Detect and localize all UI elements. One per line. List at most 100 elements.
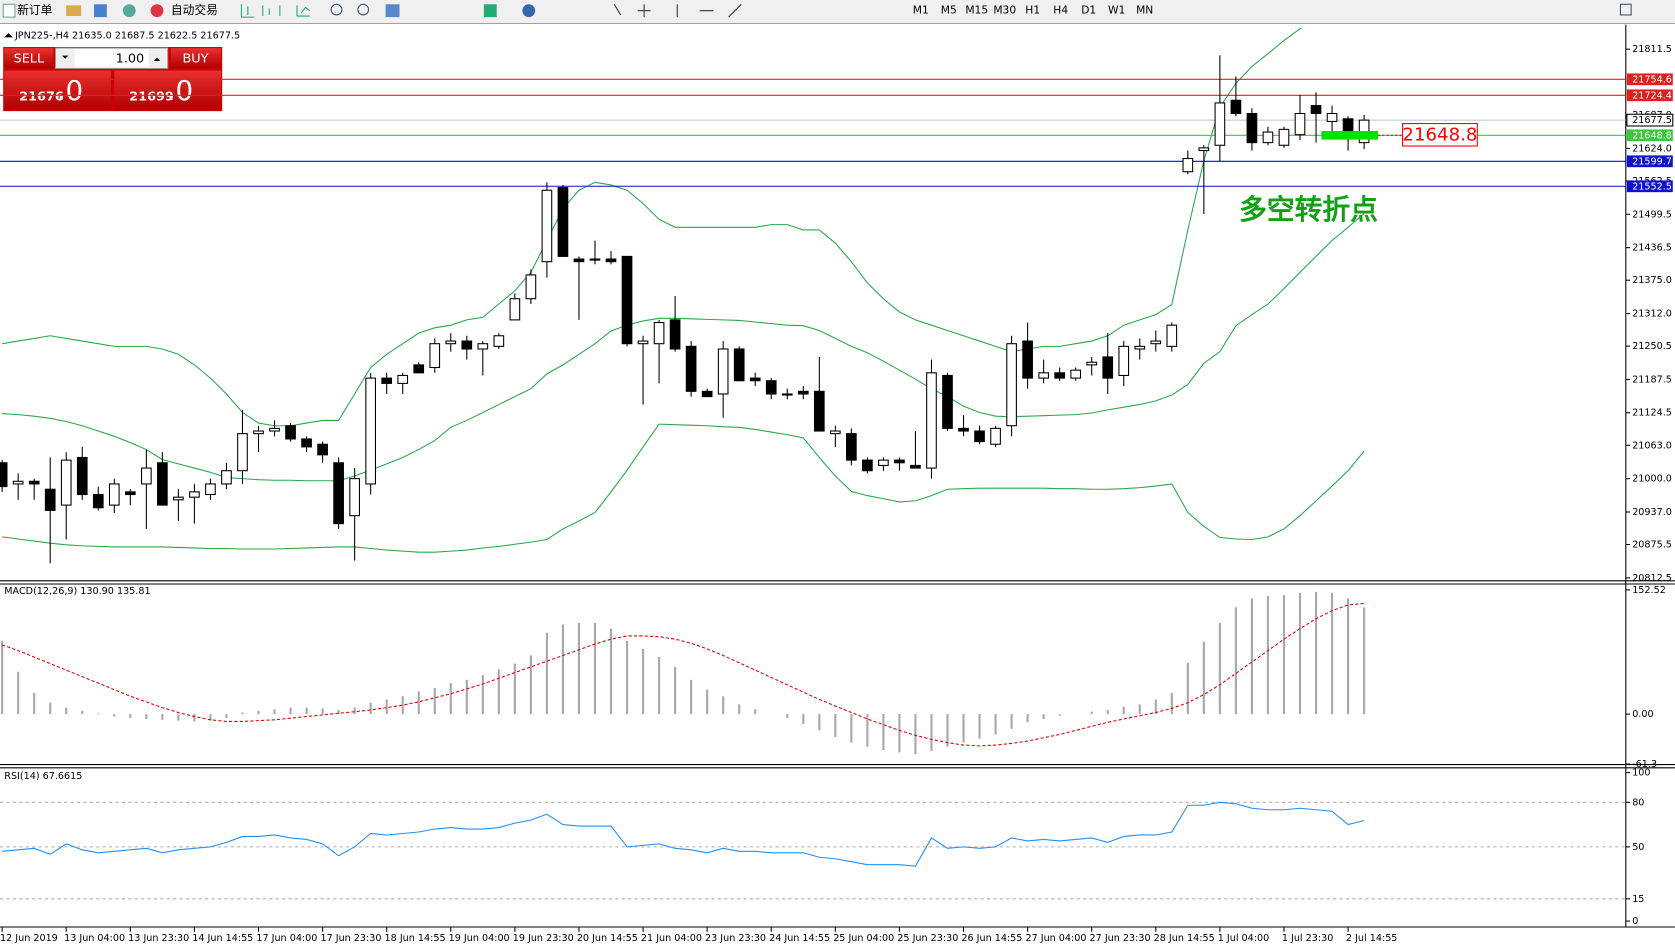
candle-body — [301, 438, 312, 448]
candle-body — [958, 427, 969, 432]
icon[interactable] — [122, 4, 136, 18]
candle-body — [461, 340, 473, 350]
candle-body — [1038, 372, 1049, 379]
candle-body — [765, 380, 777, 395]
lot-down[interactable] — [56, 49, 75, 68]
candle-body — [525, 274, 537, 300]
icon[interactable] — [613, 3, 742, 18]
buy-button[interactable] — [170, 48, 222, 69]
ask-box[interactable] — [114, 70, 222, 111]
x-tick-label: 21 Jun 04:00 — [641, 933, 702, 944]
icon[interactable] — [522, 4, 536, 18]
candle-body — [205, 483, 216, 496]
icon[interactable] — [240, 4, 311, 18]
level-label: 21648.8 — [1632, 130, 1672, 141]
candle-body — [1262, 131, 1274, 144]
candle-body — [0, 462, 8, 488]
timeframe[interactable]: M30 — [993, 4, 1016, 17]
icon[interactable] — [330, 3, 343, 16]
candle-body — [1054, 372, 1065, 379]
icon[interactable] — [357, 3, 370, 16]
candle-body — [509, 298, 521, 321]
candle-body — [733, 348, 745, 382]
icon[interactable] — [94, 4, 107, 18]
sell-label[interactable]: SELL — [14, 51, 45, 66]
icon[interactable] — [150, 4, 164, 18]
lot-up[interactable] — [148, 49, 167, 68]
level-label-bg — [1626, 89, 1673, 102]
candle-body — [12, 480, 24, 485]
icon[interactable] — [385, 4, 400, 18]
timeframe[interactable]: D1 — [1081, 4, 1096, 17]
x-tick-label: 14 Jun 14:55 — [192, 933, 253, 944]
arrow — [153, 57, 161, 61]
timeframe[interactable]: W1 — [1108, 4, 1125, 17]
candle-body — [878, 459, 889, 466]
candle-body — [60, 459, 72, 506]
candle-body — [1086, 361, 1098, 366]
bollinger-lower — [2, 423, 1365, 553]
bid-box[interactable] — [4, 70, 112, 111]
candle-body — [237, 433, 248, 472]
sell-button[interactable] — [4, 48, 54, 69]
level-label: 21724.4 — [1632, 90, 1672, 101]
collapse[interactable] — [4, 33, 13, 38]
y-tick-label: 21000.0 — [1632, 474, 1672, 485]
candle-body — [781, 393, 793, 396]
candle-body — [813, 390, 825, 432]
y-tick-label: 21124.5 — [1632, 408, 1672, 419]
candle-body — [621, 255, 633, 345]
candle-body — [365, 377, 377, 485]
lot-value[interactable]: 1.00 — [116, 51, 145, 66]
candle-body — [493, 335, 505, 347]
lot-input[interactable] — [55, 47, 169, 69]
timeframe[interactable]: M15 — [965, 4, 988, 17]
x-tick-label: 24 Jun 14:55 — [769, 933, 830, 944]
bid-main: 21676 — [19, 90, 64, 105]
x-tick-label: 17 Jun 04:00 — [256, 933, 317, 944]
candle-body — [541, 189, 553, 263]
candle-body — [124, 491, 136, 496]
candle-body — [1310, 105, 1322, 115]
x-tick-label: 25 Jun 23:30 — [897, 933, 958, 944]
candle-body — [1214, 102, 1226, 146]
timeframe[interactable]: H1 — [1025, 4, 1040, 17]
search[interactable] — [1619, 3, 1632, 16]
timeframe[interactable]: M1 — [913, 4, 929, 17]
icon[interactable] — [2, 3, 16, 18]
candle-body — [653, 322, 665, 345]
candle-body — [173, 496, 184, 501]
bollinger-upper — [2, 27, 1303, 427]
y-tick-label: 21187.5 — [1632, 374, 1672, 385]
candle-body — [477, 343, 489, 350]
rsi-header: RSI(14) 67.6615 — [4, 771, 82, 782]
y-tick-label: 20875.5 — [1632, 540, 1672, 551]
candle-body — [894, 459, 905, 464]
icon[interactable] — [483, 4, 497, 18]
candle-body — [349, 478, 360, 517]
timeframe[interactable]: M5 — [941, 4, 957, 17]
timeframe[interactable]: MN — [1136, 4, 1153, 17]
buy-label[interactable]: BUY — [182, 51, 208, 66]
level-label: 21552.5 — [1632, 181, 1672, 192]
y-tick-label: 21063.0 — [1632, 440, 1672, 451]
candle-body — [701, 390, 713, 398]
candle-body — [44, 488, 56, 511]
icon[interactable] — [66, 5, 82, 17]
candle-body — [589, 258, 601, 261]
candle-body — [269, 427, 280, 432]
new-order[interactable]: 新订单 — [17, 3, 52, 17]
auto-trading[interactable]: 自动交易 — [171, 3, 218, 17]
candle-body — [862, 459, 873, 472]
y-tick-label: -61.3 — [1632, 759, 1657, 770]
y-tick-label: 100 — [1632, 768, 1650, 779]
timeframe[interactable]: H4 — [1053, 4, 1068, 17]
candle-body — [413, 364, 425, 374]
candle-body — [1006, 343, 1017, 427]
x-tick-label: 18 Jun 14:55 — [385, 933, 446, 944]
level-label-bg — [1626, 155, 1673, 168]
x-tick-label: 12 Jun 2019 — [0, 933, 58, 944]
x-tick-label: 13 Jun 23:30 — [128, 933, 189, 944]
y-tick-label: 50 — [1632, 842, 1644, 853]
